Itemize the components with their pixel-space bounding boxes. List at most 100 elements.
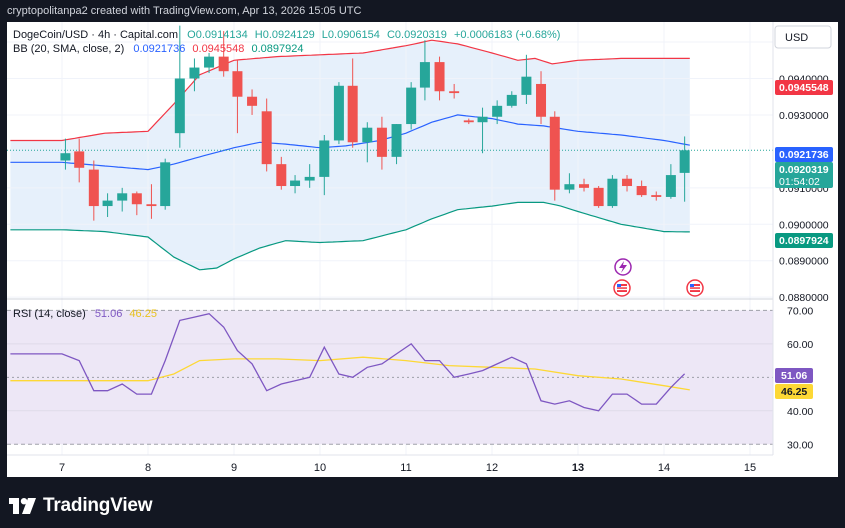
time-tick-label: 13 — [572, 462, 584, 474]
bearish-candle[interactable] — [449, 83, 460, 99]
candle-body — [146, 204, 157, 207]
candle-body — [506, 94, 517, 106]
basis-badge: 0.0921736 — [775, 147, 833, 162]
candle-body — [276, 164, 287, 187]
currency-button[interactable]: USD — [774, 25, 832, 49]
candle-body — [376, 127, 387, 157]
bullish-candle[interactable] — [290, 175, 301, 194]
bearish-candle[interactable] — [536, 71, 547, 125]
bearish-candle[interactable] — [131, 191, 142, 216]
last-price-text: 0.0920319 — [779, 164, 829, 176]
rsi-value-badge: 51.06 — [775, 368, 813, 383]
bullish-candle[interactable] — [189, 58, 200, 92]
bullish-candle[interactable] — [333, 82, 344, 145]
bearish-candle[interactable] — [651, 191, 662, 201]
candle-body — [189, 67, 200, 79]
bearish-candle[interactable] — [232, 60, 243, 134]
candle-body — [492, 105, 503, 117]
bullish-candle[interactable] — [477, 107, 488, 154]
lower-band-badge: 0.0897924 — [775, 233, 833, 248]
svg-text:RSI (14, close) 51.06: RSI (14, close) 51.06 46.25 — [13, 308, 157, 320]
candle-body — [204, 56, 215, 68]
rsi-value-badge-text: 51.06 — [781, 370, 807, 382]
bullish-candle[interactable] — [506, 91, 517, 108]
bullish-candle[interactable] — [174, 25, 185, 148]
currency-button-label: USD — [785, 32, 808, 44]
bearish-candle[interactable] — [276, 156, 287, 190]
bullish-candle[interactable] — [406, 82, 417, 130]
candles[interactable] — [60, 25, 690, 221]
rsi-ma-legend-value: 46.25 — [129, 308, 157, 320]
rsi-label: RSI (14, close) — [13, 308, 86, 320]
bullish-candle[interactable] — [60, 138, 71, 170]
bullish-candle[interactable] — [160, 158, 171, 210]
bearish-candle[interactable] — [579, 178, 590, 192]
bearish-candle[interactable] — [549, 111, 560, 201]
bullish-candle[interactable] — [362, 122, 373, 163]
candle-body — [463, 120, 474, 123]
bearish-candle[interactable] — [218, 31, 229, 77]
bearish-candle[interactable] — [247, 89, 258, 115]
upper-band-badge: 0.0945548 — [775, 80, 833, 95]
time-tick-label: 15 — [744, 462, 756, 474]
bullish-candle[interactable] — [391, 124, 402, 165]
bullish-candle[interactable] — [679, 136, 690, 202]
bullish-candle[interactable] — [564, 173, 575, 194]
candle-body — [406, 87, 417, 125]
candle-body — [521, 76, 532, 95]
rsi-tick-label: 60.00 — [787, 339, 813, 351]
rsi-ma-badge-text: 46.25 — [781, 386, 807, 398]
bearish-candle[interactable] — [146, 184, 157, 219]
rsi-legend: RSI (14, close) 51.06 46.25 — [13, 308, 157, 320]
bearish-candle[interactable] — [434, 56, 445, 101]
bearish-candle[interactable] — [88, 160, 99, 221]
bullish-candle[interactable] — [665, 164, 676, 199]
price-tick-label: 0.0890000 — [779, 256, 829, 268]
candle-body — [636, 186, 647, 196]
top-credit-bar: cryptopolitanpa2 created with TradingVie… — [0, 0, 845, 22]
us-flag-event-icon[interactable] — [686, 279, 704, 297]
candle-body — [549, 116, 560, 190]
bb-upper-line — [10, 39, 690, 142]
bb-label: BB (20, SMA, close, 2) — [13, 43, 124, 55]
legend-close: C0.0920319 — [387, 29, 447, 41]
rsi-tick-label: 40.00 — [787, 406, 813, 418]
bullish-candle[interactable] — [102, 193, 113, 217]
bearish-candle[interactable] — [74, 138, 85, 183]
time-tick-label: 14 — [658, 462, 670, 474]
candle-body — [117, 193, 128, 201]
bearish-candle[interactable] — [376, 116, 387, 170]
us-flag-event-icon[interactable] — [613, 279, 631, 297]
chart-svg[interactable]: 0.09500000.09400000.09300000.09100000.09… — [7, 22, 838, 477]
time-tick-label: 12 — [486, 462, 498, 474]
time-axis[interactable]: 7 8 9 10 11 12 13 14 15 — [59, 462, 756, 474]
bullish-candle[interactable] — [319, 134, 330, 196]
bearish-candle[interactable] — [622, 175, 633, 192]
bullish-candle[interactable] — [492, 100, 503, 125]
candle-body — [564, 184, 575, 190]
dividend-event-icon[interactable] — [614, 258, 632, 276]
rsi-ma-line — [10, 356, 690, 391]
bullish-candle[interactable] — [419, 40, 430, 101]
legend-low: L0.0906154 — [322, 29, 380, 41]
bullish-candle[interactable] — [521, 54, 532, 105]
time-tick-label: 8 — [145, 462, 151, 474]
candle-body — [679, 150, 690, 173]
rsi-tick-label: 30.00 — [787, 439, 813, 451]
bearish-candle[interactable] — [261, 98, 272, 172]
bullish-candle[interactable] — [117, 187, 128, 212]
credit-text: cryptopolitanpa2 created with TradingVie… — [7, 5, 362, 17]
bearish-candle[interactable] — [593, 186, 604, 208]
candle-body — [232, 71, 243, 97]
bullish-candle[interactable] — [607, 175, 618, 208]
bearish-candle[interactable] — [347, 58, 358, 148]
candle-body — [261, 111, 272, 165]
bullish-candle[interactable] — [304, 164, 315, 188]
bearish-candle[interactable] — [463, 118, 474, 125]
rsi-line — [10, 312, 686, 412]
candle-body — [102, 200, 113, 207]
bullish-candle[interactable] — [204, 52, 215, 74]
bearish-candle[interactable] — [636, 180, 647, 197]
candle-body — [665, 175, 676, 197]
price-tick-label: 0.0880000 — [779, 292, 829, 304]
